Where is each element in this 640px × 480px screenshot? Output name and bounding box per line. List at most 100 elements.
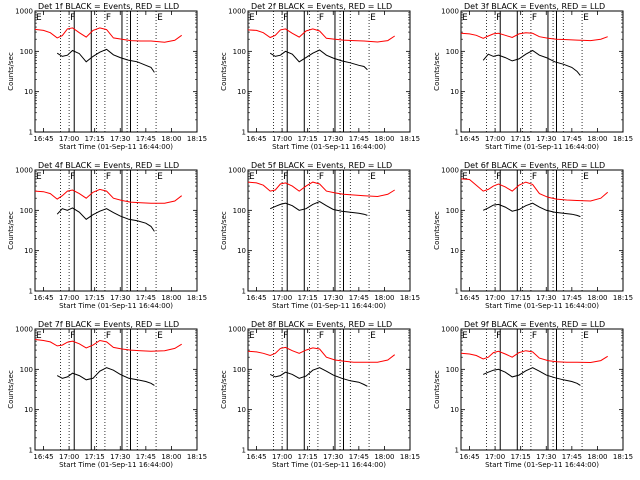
segment-marker-label: E: [583, 13, 589, 23]
lld-series-line: [34, 188, 183, 204]
y-tick-label: 100: [233, 207, 246, 215]
x-tick-label: 17:30: [323, 135, 343, 143]
x-tick-label: 18:00: [161, 294, 181, 302]
x-tick-label: 17:15: [85, 453, 105, 461]
x-tick-label: 18:15: [400, 135, 420, 143]
segment-marker-label: F: [70, 172, 75, 182]
events-series-line: [56, 367, 155, 386]
panel-title: Det 2f BLACK = Events, RED = LLD: [251, 2, 392, 11]
x-tick-label: 17:45: [136, 294, 156, 302]
x-tick-label: 17:30: [110, 135, 130, 143]
x-tick-label: 17:30: [536, 135, 556, 143]
x-tick-label: 17:15: [85, 135, 105, 143]
x-tick-label: 17:00: [272, 294, 292, 302]
y-tick-label: 10: [237, 406, 246, 414]
x-tick-label: 17:15: [298, 453, 318, 461]
y-tick-label: 10: [450, 406, 459, 414]
panel-title: Det 8f BLACK = Events, RED = LLD: [251, 320, 392, 329]
segment-marker-label: E: [157, 331, 163, 341]
plot-frame: [34, 328, 198, 451]
events-series-line: [56, 207, 155, 232]
panel-title: Det 4f BLACK = Events, RED = LLD: [38, 161, 179, 170]
events-series-line: [269, 201, 368, 216]
segment-marker-label: E: [157, 13, 163, 23]
panel-title: Det 3f BLACK = Events, RED = LLD: [464, 2, 605, 11]
x-axis-label: Start Time (01-Sep-11 16:44:00): [59, 461, 173, 469]
x-tick-label: 17:45: [349, 294, 369, 302]
x-tick-label: 17:15: [511, 453, 531, 461]
x-tick-label: 17:30: [110, 294, 130, 302]
y-tick-label: 1: [29, 129, 33, 137]
x-tick-label: 16:45: [33, 135, 53, 143]
plot-frame: [247, 169, 411, 292]
panel-title: Det 5f BLACK = Events, RED = LLD: [251, 161, 392, 170]
y-tick-label: 10: [24, 406, 33, 414]
x-tick-label: 17:15: [85, 294, 105, 302]
x-tick-label: 18:15: [400, 294, 420, 302]
panel-5: Det 5f BLACK = Events, RED = LLD E F F E 16:4…: [220, 161, 420, 310]
segment-marker-label: E: [462, 172, 468, 182]
y-tick-label: 1: [242, 288, 246, 296]
y-tick-label: 1: [242, 129, 246, 137]
segment-marker-label: E: [249, 331, 255, 341]
segment-marker-label: E: [462, 331, 468, 341]
panel-title: Det 9f BLACK = Events, RED = LLD: [464, 320, 605, 329]
lld-series-line: [460, 32, 608, 42]
y-tick-label: 100: [20, 207, 33, 215]
segment-marker-label: E: [249, 172, 255, 182]
panel-title: Det 6f BLACK = Events, RED = LLD: [464, 161, 605, 170]
y-axis-label: Counts/sec: [433, 52, 441, 91]
x-tick-label: 17:30: [536, 294, 556, 302]
plot-frame: [460, 328, 624, 451]
segment-marker-label: E: [583, 331, 589, 341]
y-tick-label: 1000: [228, 8, 246, 16]
y-tick-label: 10: [450, 247, 459, 255]
y-axis-label: Counts/sec: [220, 52, 228, 91]
x-tick-label: 18:15: [613, 453, 633, 461]
segment-marker-label: F: [106, 331, 111, 341]
x-tick-label: 16:45: [459, 294, 479, 302]
segment-marker-label: E: [36, 13, 42, 23]
x-tick-label: 18:15: [187, 294, 207, 302]
y-tick-label: 1: [29, 447, 33, 455]
segment-marker-label: F: [319, 172, 324, 182]
segment-marker-label: E: [157, 172, 163, 182]
segment-marker-label: F: [496, 172, 501, 182]
segment-marker-label: E: [583, 172, 589, 182]
x-tick-label: 17:45: [349, 135, 369, 143]
segment-marker-label: E: [36, 172, 42, 182]
y-axis-label: Counts/sec: [7, 370, 15, 409]
x-tick-label: 16:45: [459, 135, 479, 143]
x-tick-label: 17:45: [562, 453, 582, 461]
y-tick-label: 10: [24, 88, 33, 96]
lld-series-line: [247, 28, 395, 43]
x-tick-label: 17:45: [136, 453, 156, 461]
x-tick-label: 17:00: [59, 135, 79, 143]
x-tick-label: 18:00: [161, 453, 181, 461]
x-tick-label: 17:00: [485, 453, 505, 461]
x-tick-label: 17:30: [323, 294, 343, 302]
y-tick-label: 10: [237, 88, 246, 96]
x-tick-label: 18:00: [161, 135, 181, 143]
events-series-line: [269, 49, 368, 71]
panel-4: Det 4f BLACK = Events, RED = LLD E F F E 16:4…: [7, 161, 207, 310]
y-tick-label: 1: [455, 447, 459, 455]
x-tick-label: 18:15: [187, 135, 207, 143]
segment-marker-label: F: [532, 172, 537, 182]
x-axis-label: Start Time (01-Sep-11 16:44:00): [485, 143, 599, 151]
y-tick-label: 1000: [441, 326, 459, 334]
panel-3: Det 3f BLACK = Events, RED = LLD E F F E 16:4…: [433, 2, 633, 151]
plot-frame: [460, 10, 624, 133]
x-tick-label: 16:45: [33, 453, 53, 461]
x-tick-label: 16:45: [246, 453, 266, 461]
x-tick-label: 17:30: [323, 453, 343, 461]
x-tick-label: 16:45: [246, 135, 266, 143]
x-tick-label: 17:00: [272, 453, 292, 461]
segment-marker-label: E: [370, 331, 376, 341]
plot-frame: [34, 169, 198, 292]
segment-marker-label: E: [36, 331, 42, 341]
x-tick-label: 16:45: [459, 453, 479, 461]
lld-series-line: [247, 181, 395, 198]
segment-marker-label: E: [370, 13, 376, 23]
y-tick-label: 100: [233, 48, 246, 56]
